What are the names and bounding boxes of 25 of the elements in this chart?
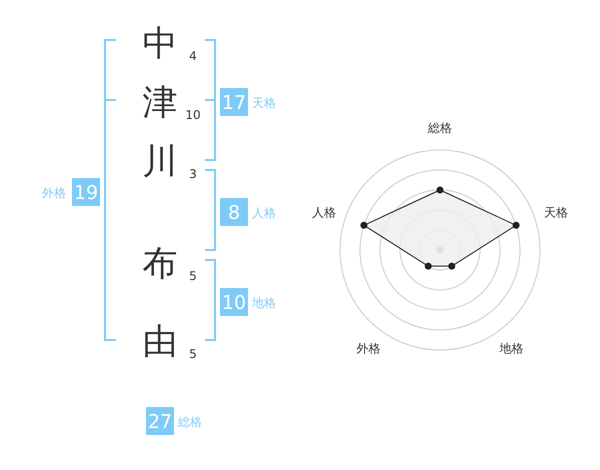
- spoke-label: 天格: [544, 205, 568, 220]
- text: 10: [222, 292, 246, 314]
- spoke-label: 地格: [498, 342, 524, 356]
- data-label: 3: [189, 167, 197, 181]
- spoke-label: 総格: [427, 121, 452, 135]
- text: 17: [222, 92, 246, 114]
- text: 地格: [251, 296, 276, 310]
- text: 外格: [42, 186, 66, 200]
- category-label: 由: [142, 322, 178, 362]
- spoke-label: 人格: [312, 205, 336, 220]
- text: 19: [74, 182, 98, 204]
- category-label: 川: [142, 142, 178, 182]
- text: 総格: [177, 415, 202, 429]
- text: 天格: [252, 96, 276, 110]
- text: 人格: [252, 206, 276, 220]
- text: 27: [148, 411, 172, 433]
- category-label: 津: [142, 83, 178, 123]
- text: 8: [228, 202, 240, 224]
- category-label: 中: [142, 24, 178, 64]
- data-label: 10: [185, 108, 201, 122]
- data-label: 4: [189, 49, 197, 63]
- category-label: 布: [142, 244, 178, 284]
- data-label: 5: [189, 269, 197, 283]
- data-label: 5: [189, 347, 197, 361]
- spoke-label: 外格: [356, 342, 380, 356]
